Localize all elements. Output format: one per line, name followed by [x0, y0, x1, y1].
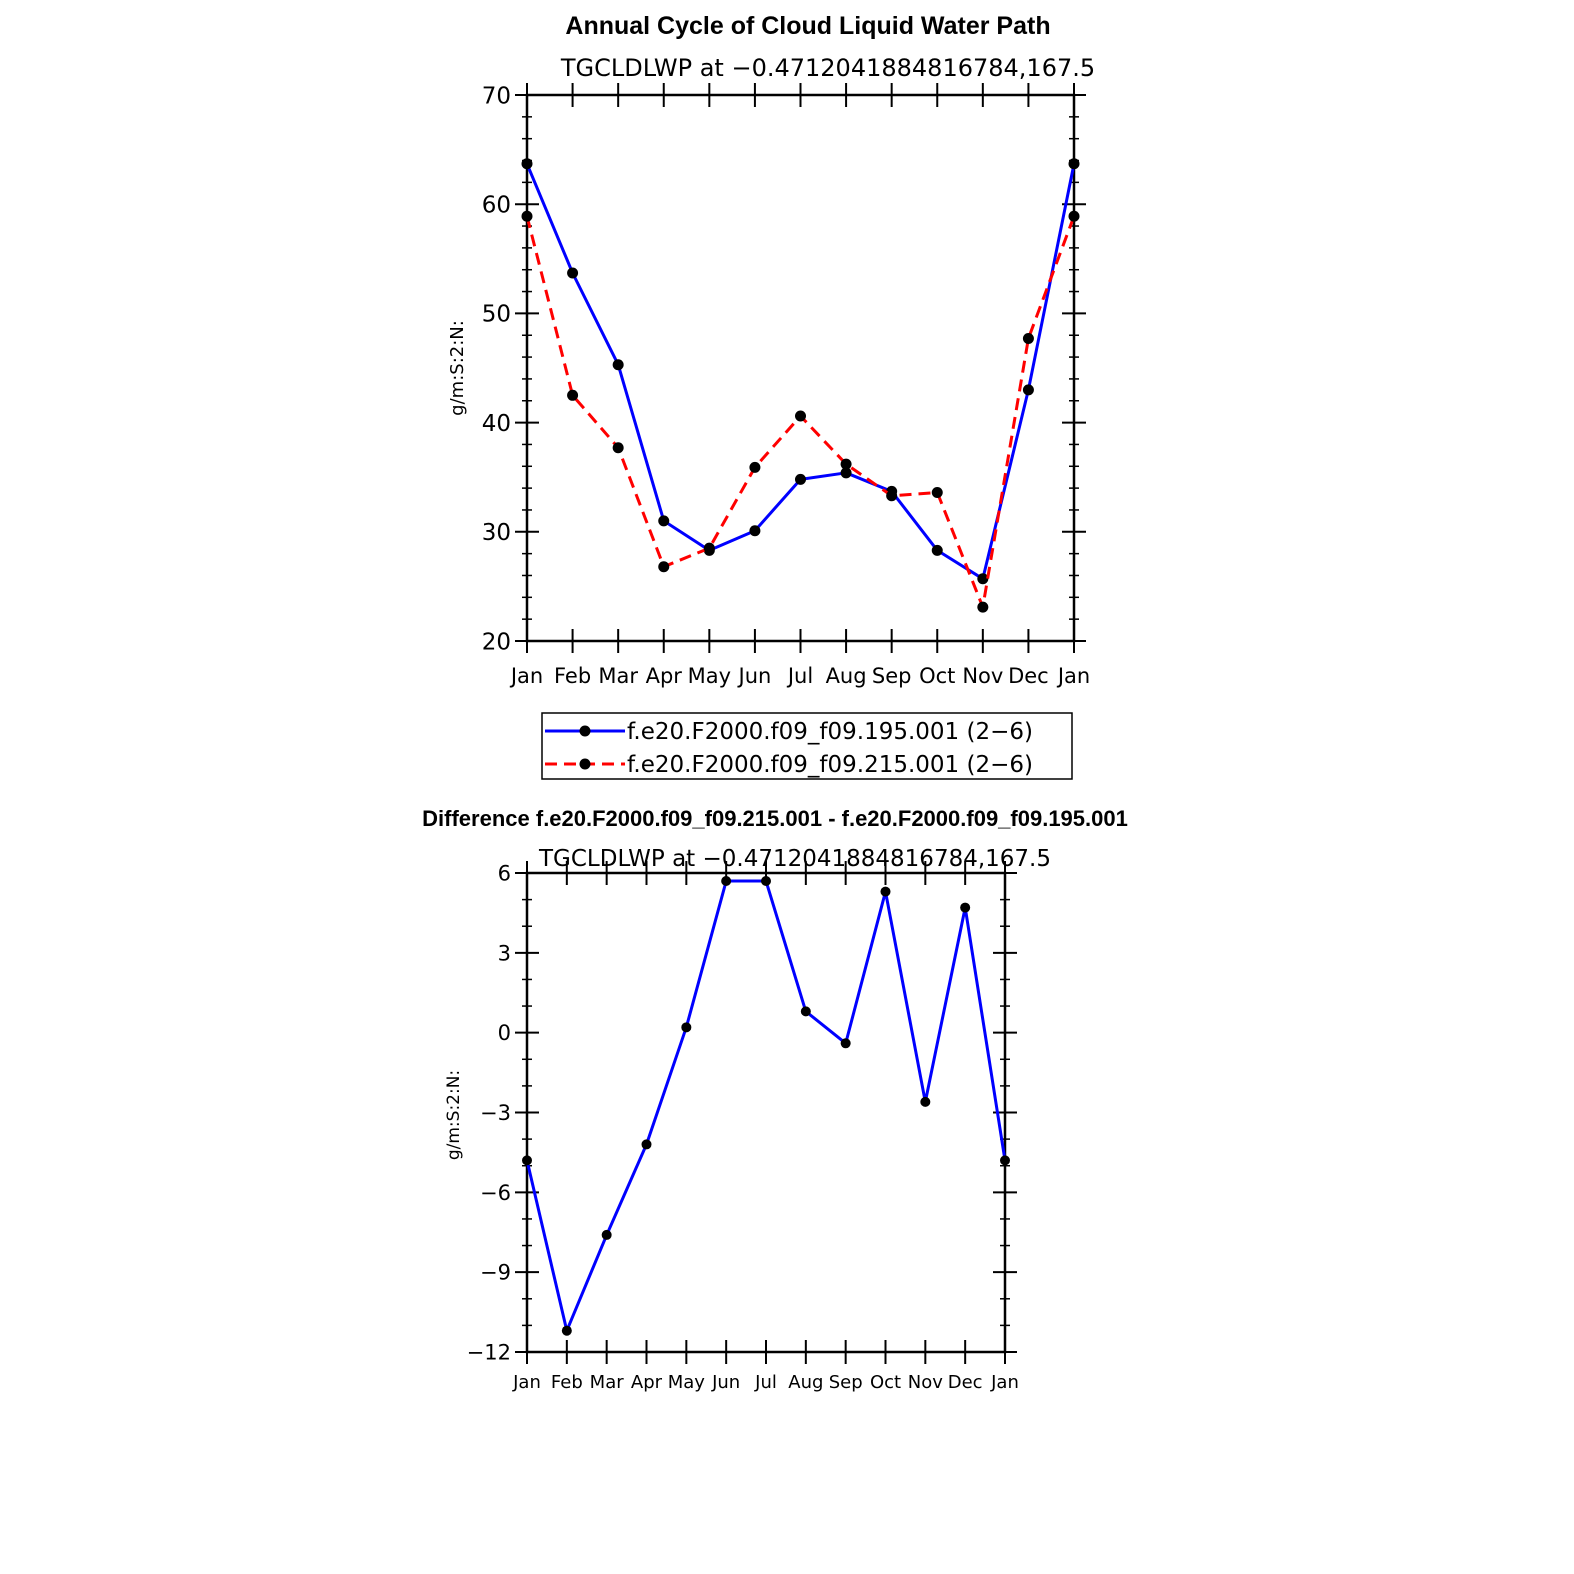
bottom-chart-ytick-label: −12 — [467, 1341, 511, 1365]
top-chart-xtick-label: Jan — [509, 664, 543, 688]
bottom-chart-xtick-label: Mar — [590, 1372, 625, 1393]
top-chart-series-0-point — [658, 515, 670, 527]
top-chart-xtick-label: Feb — [554, 664, 591, 688]
top-chart-series-1-point — [1022, 333, 1034, 345]
top-chart-series-0-point — [749, 525, 761, 537]
top-chart-xtick-label: Mar — [598, 664, 638, 688]
bottom-chart-xtick-label: May — [668, 1372, 706, 1393]
top-chart-series-1-point — [977, 601, 989, 613]
top-chart-plot: 20 30 40 50 60 70 Jan Feb Mar Apr May Jun Jul Aug Sep O… — [482, 83, 1090, 688]
top-chart-series-0-point — [1068, 158, 1080, 170]
top-chart-ytick-label: 40 — [482, 411, 511, 437]
top-chart-series-1-point — [1068, 210, 1080, 222]
bottom-chart-xtick-label: Jan — [512, 1372, 541, 1393]
top-chart-series-0-point — [840, 467, 852, 479]
bottom-chart-series-0-point — [1000, 1155, 1010, 1166]
legend-box — [541, 712, 1073, 780]
bottom-chart-xtick-label: Dec — [948, 1372, 983, 1393]
top-chart-xtick-label: May — [688, 664, 731, 688]
top-chart-ytick-label: 70 — [482, 83, 511, 109]
top-chart-series-1-point — [886, 490, 898, 502]
bottom-chart-xtick-label: Sep — [829, 1372, 863, 1393]
top-chart-series-0-point — [521, 158, 533, 170]
top-chart-series-0-point — [931, 544, 943, 556]
bottom-chart-title: Difference f.e20.F2000.f09_f09.215.001 -… — [422, 806, 1128, 831]
top-chart-ylabel: g/m:S:2:N: — [447, 320, 468, 416]
bottom-chart-frame — [525, 871, 1007, 1354]
top-chart-xtick-label: Jul — [786, 664, 813, 688]
bottom-chart-plot: −12 −9 −6 −3 0 3 6 Jan Feb Mar Apr May Jun Jul Aug Sep O… — [467, 861, 1019, 1393]
bottom-chart-series-0-point — [721, 875, 732, 886]
top-chart-series-1-point — [840, 458, 852, 470]
legend-label-215: f.e20.F2000.f09_f09.215.001 (2−6) — [627, 752, 1033, 778]
top-chart-series-0-point — [795, 473, 806, 485]
bottom-chart-xtick-label: Apr — [631, 1372, 663, 1393]
bottom-chart-subtitle: TGCLDLWP at −0.4712041884816784,167.5 — [538, 846, 1051, 872]
legend-marker-215 — [579, 758, 591, 770]
top-chart-series-1-point — [795, 410, 806, 422]
top-chart-xtick-label: Jun — [737, 664, 772, 688]
bottom-chart-series-0-point — [761, 875, 771, 886]
bottom-chart-ytick-label: −3 — [480, 1101, 511, 1125]
bottom-chart-xtick-label: Oct — [870, 1372, 901, 1393]
top-chart-series-1-point — [567, 389, 579, 401]
top-chart-xtick-label: Apr — [646, 664, 683, 688]
top-chart-xtick-label: Jan — [1056, 664, 1090, 688]
top-chart-series-1-point — [612, 442, 624, 454]
bottom-chart-xtick-label: Aug — [788, 1372, 823, 1393]
top-chart-series-0-line — [525, 163, 1076, 581]
bottom-chart-ylabel: g/m:S:2:N: — [444, 1070, 464, 1160]
top-chart-ytick-label: 60 — [482, 192, 511, 218]
bottom-chart-xtick-label: Feb — [551, 1372, 583, 1393]
top-chart-legend: f.e20.F2000.f09_f09.195.001 (2−6) f.e20.… — [541, 712, 1073, 780]
bottom-chart-series-0-point — [522, 1155, 532, 1166]
bottom-chart-series-0-point — [641, 1139, 652, 1150]
top-chart-ytick-label: 50 — [482, 302, 511, 328]
bottom-chart-xtick-label: Jun — [711, 1372, 740, 1393]
top-chart-series-0-point — [567, 267, 579, 279]
bottom-chart-series-0-point — [960, 902, 971, 913]
bottom-chart-ytick-label: 3 — [498, 941, 511, 965]
top-chart-xtick-label: Dec — [1008, 664, 1049, 688]
top-chart-xtick-label: Aug — [826, 664, 867, 688]
top-chart-series-1-point — [703, 542, 715, 554]
top-chart-title: Annual Cycle of Cloud Liquid Water Path — [565, 12, 1050, 40]
legend-label-195: f.e20.F2000.f09_f09.195.001 (2−6) — [627, 719, 1033, 745]
bottom-chart-ytick-label: 0 — [498, 1021, 511, 1045]
legend-marker-195 — [579, 725, 591, 737]
bottom-chart-series-0-point — [561, 1325, 572, 1336]
top-chart-subtitle: TGCLDLWP at −0.4712041884816784,167.5 — [560, 54, 1095, 82]
bottom-chart-ytick-label: −9 — [480, 1261, 511, 1285]
bottom-chart-series-0-point — [681, 1022, 692, 1033]
bottom-chart-ytick-label: −6 — [480, 1181, 511, 1205]
bottom-chart-xtick-label: Nov — [908, 1372, 943, 1393]
top-chart-ytick-label: 30 — [482, 520, 511, 546]
bottom-chart-series-0-point — [800, 1006, 811, 1017]
top-chart-xtick-label: Oct — [919, 664, 955, 688]
top-chart-series-0-point — [612, 359, 624, 371]
top-chart-series-1-point — [521, 210, 533, 222]
bottom-chart-series-0-point — [920, 1096, 931, 1107]
bottom-chart-ytick-label: 6 — [498, 862, 511, 886]
bottom-chart-series-0-point — [601, 1229, 612, 1240]
top-chart-series-1-point — [658, 561, 670, 573]
top-chart-series-0-point — [1022, 384, 1034, 396]
top-chart-xtick-label: Nov — [962, 664, 1003, 688]
bottom-chart-xtick-label: Jul — [754, 1372, 777, 1393]
top-chart-series-0-point — [977, 573, 989, 585]
top-chart-series-1-point — [749, 461, 761, 473]
bottom-chart-series-0-point — [880, 886, 891, 897]
bottom-chart-xtick-label: Jan — [990, 1372, 1019, 1393]
top-chart-series-1-point — [931, 486, 943, 498]
bottom-chart-series-0-point — [840, 1038, 851, 1049]
top-chart-ytick-label: 20 — [482, 629, 511, 655]
top-chart-xtick-label: Sep — [872, 664, 912, 688]
bottom-chart-series-0-line — [525, 879, 1007, 1333]
